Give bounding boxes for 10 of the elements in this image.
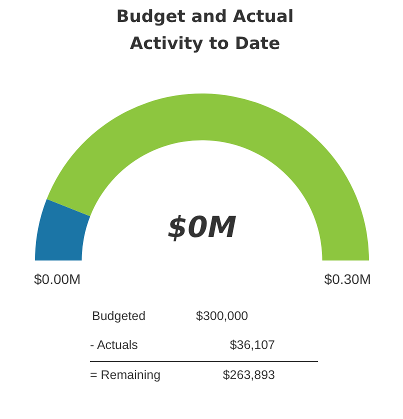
text: - Actuals [90,338,138,352]
text: $0.00M [34,271,81,287]
text: $0M [166,210,238,244]
text: $0.30M [324,271,371,287]
text: Budgeted [92,309,146,323]
text: $300,000 [196,309,248,323]
text: $36,107 [230,338,275,352]
text: $263,893 [222,368,275,382]
chart-title: Budget and Actual Activity to Date [115,6,295,56]
text: = Remaining [90,368,161,382]
